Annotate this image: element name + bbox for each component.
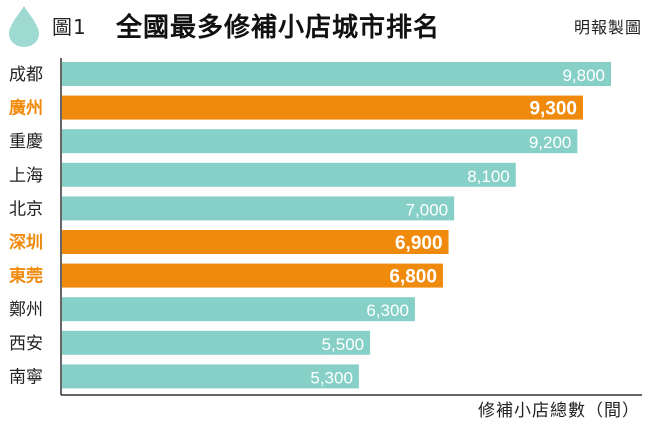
value-label-7: 6,300	[366, 301, 409, 320]
value-label-2: 9,200	[529, 133, 572, 152]
category-label-9: 南寧	[9, 367, 43, 387]
bar-6	[62, 263, 443, 288]
bar-9	[62, 364, 359, 389]
bar-3	[62, 162, 516, 187]
credit-label: 明報製圖	[573, 18, 642, 37]
value-label-6: 6,800	[389, 267, 437, 288]
bar-4	[62, 196, 455, 221]
chart-header: 圖1 全國最多修補小店城市排名 明報製圖	[0, 0, 650, 56]
category-label-6: 東莞	[9, 266, 43, 287]
chart-title: 全國最多修補小店城市排名	[116, 13, 441, 43]
bar-0	[62, 62, 611, 86]
figure-label: 圖1	[52, 15, 87, 39]
droplet-icon	[9, 6, 39, 47]
category-label-1: 廣州	[9, 98, 43, 119]
category-label-7: 鄭州	[9, 300, 43, 320]
category-label-2: 重慶	[9, 132, 43, 152]
bar-8	[62, 330, 371, 355]
value-label-8: 5,500	[322, 335, 365, 354]
bar-1	[62, 95, 583, 120]
category-label-3: 上海	[9, 166, 43, 186]
category-label-8: 西安	[9, 334, 43, 354]
value-label-9: 5,300	[310, 368, 353, 387]
category-label-4: 北京	[9, 199, 43, 219]
value-label-3: 8,100	[467, 167, 510, 186]
category-label-5: 深圳	[9, 232, 43, 253]
value-label-5: 6,900	[395, 233, 443, 254]
value-label-4: 7,000	[406, 200, 449, 219]
category-label-0: 成都	[9, 65, 43, 85]
bar-2	[62, 129, 578, 154]
value-label-1: 9,300	[529, 99, 577, 120]
bar-5	[62, 230, 449, 254]
x-axis-label: 修補小店總數（間）	[478, 401, 640, 421]
bar-7	[62, 297, 415, 322]
value-label-0: 9,800	[562, 66, 605, 85]
